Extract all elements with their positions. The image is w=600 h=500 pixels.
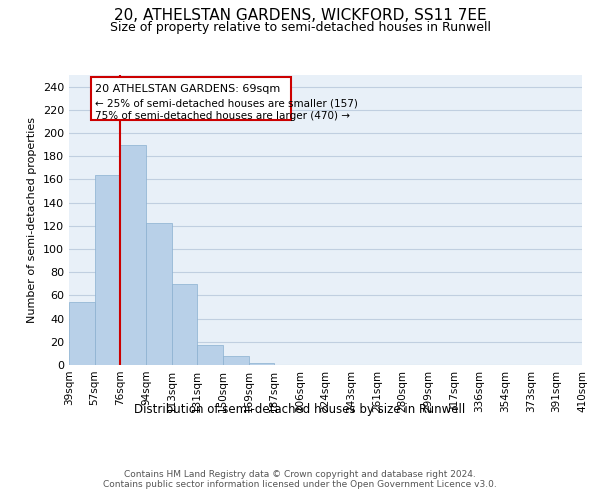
Text: 20, ATHELSTAN GARDENS, WICKFORD, SS11 7EE: 20, ATHELSTAN GARDENS, WICKFORD, SS11 7E… [113,8,487,22]
Bar [223,356,248,365]
Bar [146,224,172,365]
Text: ← 25% of semi-detached houses are smaller (157): ← 25% of semi-detached houses are smalle… [95,98,358,108]
Bar [69,302,95,365]
Bar [172,284,197,365]
Text: Contains HM Land Registry data © Crown copyright and database right 2024.
Contai: Contains HM Land Registry data © Crown c… [103,470,497,490]
Text: Distribution of semi-detached houses by size in Runwell: Distribution of semi-detached houses by … [134,402,466,415]
FancyBboxPatch shape [91,78,291,120]
Text: Size of property relative to semi-detached houses in Runwell: Size of property relative to semi-detach… [110,21,491,34]
Bar [248,362,274,365]
Bar [95,175,121,365]
Y-axis label: Number of semi-detached properties: Number of semi-detached properties [28,117,37,323]
Text: 75% of semi-detached houses are larger (470) →: 75% of semi-detached houses are larger (… [95,111,350,121]
Text: 20 ATHELSTAN GARDENS: 69sqm: 20 ATHELSTAN GARDENS: 69sqm [95,84,280,94]
Bar [121,144,146,365]
Bar [197,346,223,365]
